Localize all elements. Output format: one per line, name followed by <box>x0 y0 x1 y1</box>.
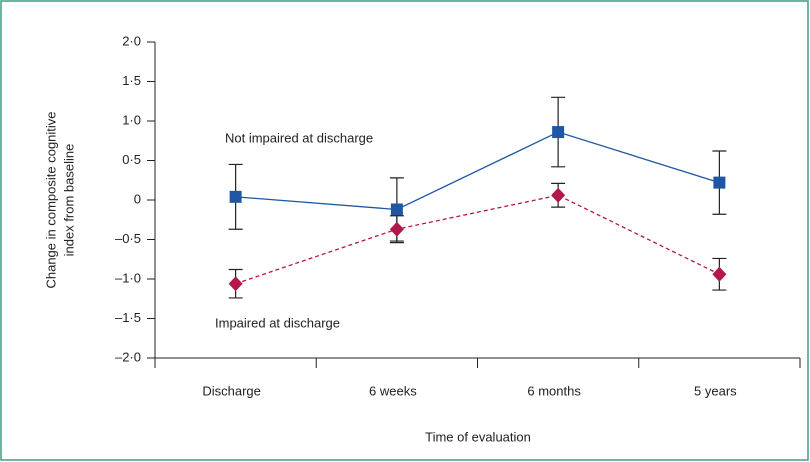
y-tick-label: –1·5 <box>115 310 141 325</box>
y-tick-label: –0·5 <box>115 231 141 246</box>
y-tick-label: 0·5 <box>122 152 141 167</box>
series-line <box>235 131 720 211</box>
marker <box>712 266 727 282</box>
marker <box>228 276 243 292</box>
marker <box>229 190 242 203</box>
x-tick-label: 6 weeks <box>369 383 417 398</box>
y-axis-title: index from baseline <box>61 144 76 257</box>
y-tick-label: –1·0 <box>115 270 141 285</box>
x-tick-label: 5 years <box>694 383 737 398</box>
y-tick-label: 1·5 <box>122 73 141 88</box>
x-tick-label: Discharge <box>202 383 261 398</box>
marker <box>551 187 566 203</box>
y-tick-label: 1·0 <box>122 112 141 127</box>
x-tick-label: 6 months <box>527 383 581 398</box>
marker <box>713 176 726 189</box>
y-tick-label: 0 <box>134 191 141 206</box>
y-axis-title: Change in composite cognitive <box>43 111 58 288</box>
marker <box>389 221 404 237</box>
series-label: Not impaired at discharge <box>225 130 373 145</box>
y-tick-label: 2·0 <box>122 33 141 48</box>
y-tick-label: –2·0 <box>115 349 141 364</box>
series-label: Impaired at discharge <box>215 315 340 330</box>
series-line <box>235 194 720 285</box>
marker <box>552 126 565 139</box>
x-axis-title: Time of evaluation <box>425 429 531 444</box>
marker <box>390 203 403 216</box>
